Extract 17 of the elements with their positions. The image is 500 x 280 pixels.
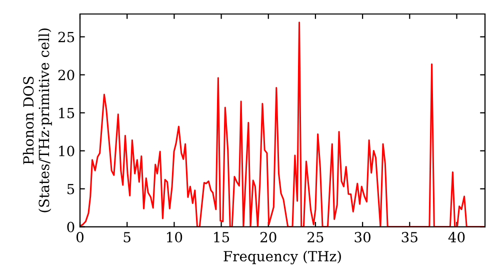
x-tick-label: 15 xyxy=(214,232,230,242)
x-tick-label: 20 xyxy=(260,232,276,242)
x-axis-title: Frequency (THz) xyxy=(224,250,341,264)
x-tick-label: 0 xyxy=(76,232,84,242)
x-tick-label: 10 xyxy=(167,232,182,242)
y-axis-title: Phonon DOS (States/THz·primitive cell) xyxy=(22,28,52,212)
x-tick-label: 25 xyxy=(308,232,324,242)
y-tick-label: 15 xyxy=(59,108,74,118)
y-tick-label: 10 xyxy=(59,146,74,156)
y-tick-label: 20 xyxy=(58,70,74,80)
x-tick-label: 40 xyxy=(448,232,465,242)
x-tick-label: 35 xyxy=(402,232,418,242)
y-tick-label: 5 xyxy=(67,184,74,194)
y-tick-label: 0 xyxy=(67,222,74,232)
x-tick-label: 5 xyxy=(124,232,130,242)
x-tick-label: 30 xyxy=(354,232,370,242)
y-tick-label: 25 xyxy=(58,32,74,42)
